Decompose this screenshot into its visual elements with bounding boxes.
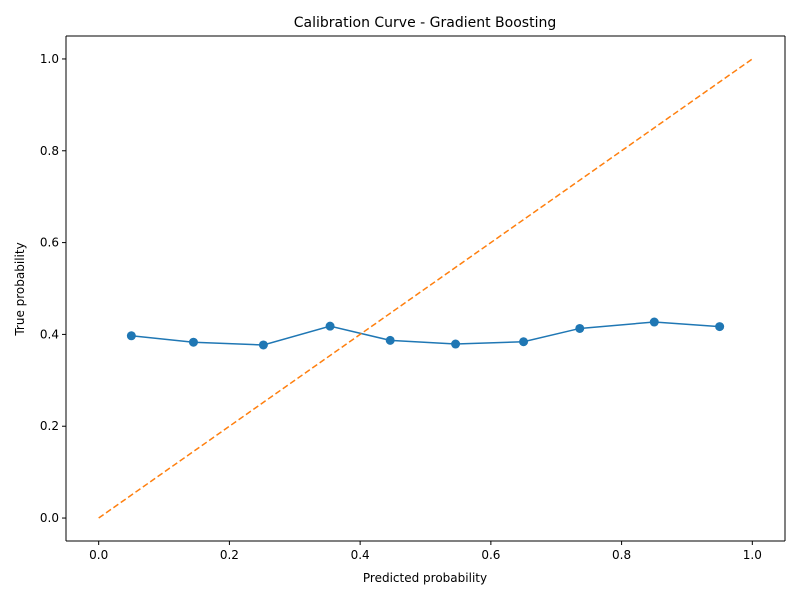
calibration-point: [451, 339, 461, 349]
calibration-point: [325, 321, 335, 331]
x-tick-label: 0.6: [481, 548, 500, 562]
x-tick-label: 0.8: [612, 548, 631, 562]
calibration-point: [715, 322, 725, 332]
calibration-curve-line: [131, 321, 720, 346]
y-tick-label: 0.4: [40, 327, 59, 341]
axes-frame: [65, 35, 786, 542]
y-axis-ticks: 0.0 0.2 0.4 0.6 0.8 1.0: [40, 52, 66, 525]
y-tick-label: 0.8: [40, 144, 59, 158]
series-layer: [98, 58, 753, 519]
x-tick-label: 1.0: [743, 548, 762, 562]
y-tick-label: 1.0: [40, 52, 59, 66]
x-tick-label: 0.4: [351, 548, 370, 562]
y-axis-label: True probability: [13, 242, 27, 336]
x-tick-label: 0.0: [89, 548, 108, 562]
calibration-point: [575, 323, 585, 333]
y-tick-label: 0.0: [40, 511, 59, 525]
perfect-calibration-line: [98, 58, 753, 519]
calibration-point: [126, 331, 136, 341]
calibration-point: [519, 337, 529, 347]
chart-title: Calibration Curve - Gradient Boosting: [294, 15, 556, 31]
y-tick-label: 0.6: [40, 236, 59, 250]
y-tick-label: 0.2: [40, 419, 59, 433]
x-axis-label: Predicted probability: [363, 571, 487, 585]
calibration-point: [649, 317, 659, 327]
calibration-point: [188, 337, 198, 347]
calibration-point: [385, 335, 395, 345]
x-axis-ticks: 0.0 0.2 0.4 0.6 0.8 1.0: [89, 541, 762, 562]
x-tick-label: 0.2: [220, 548, 239, 562]
calibration-point: [258, 340, 268, 350]
